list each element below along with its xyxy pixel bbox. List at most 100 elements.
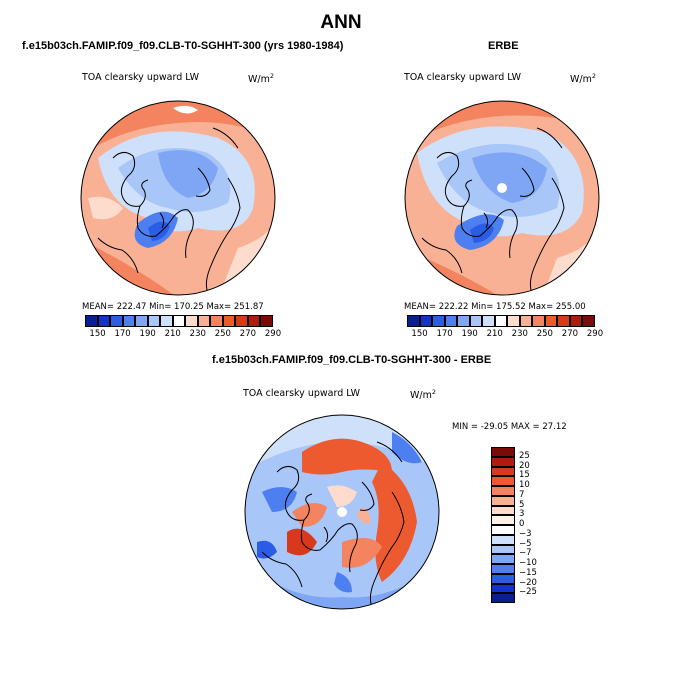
panel2-colorbar-tick-label: 290 [586, 329, 604, 339]
panel1-var-title: TOA clearsky upward LW [82, 72, 200, 83]
panel1-colorbar-tick-label: 250 [214, 329, 231, 339]
diff-colorbar-box [491, 495, 515, 506]
panel1-colorbar-tick-label: 150 [89, 329, 106, 339]
panel1-colorbar-box [210, 315, 223, 327]
diff-colorbar-tick-label: 10 [519, 480, 530, 490]
diff-units: W/m2 [410, 388, 436, 402]
pole-marker [497, 183, 507, 193]
diff-colorbar-box [491, 447, 515, 457]
panel2-colorbar-box [557, 315, 570, 327]
diff-colorbar-tick-label: 20 [519, 460, 530, 471]
diff-colorbar-box [491, 515, 515, 525]
diff-colorbar-tick-label: 7 [519, 489, 525, 500]
panel1-colorbar-box [122, 315, 136, 327]
panel2-colorbar-box [494, 315, 508, 327]
panel2-case-title: ERBE [488, 40, 519, 52]
panel1-colorbar-box [247, 315, 261, 327]
figure-title: ANN [320, 12, 362, 33]
panel1-colorbar-tick-label: 270 [239, 329, 257, 339]
panel2-colorbar-box [432, 315, 445, 327]
diff-colorbar-tick-label: −20 [519, 577, 537, 588]
panel1-colorbar-box [197, 315, 211, 327]
diff-colorbar-tick-label: −25 [519, 587, 537, 598]
diff-colorbar [491, 447, 515, 603]
diff-colorbar-tick-label: 15 [519, 470, 530, 481]
diff-colorbar-box [491, 544, 515, 555]
diff-colorbar-tick-label: 25 [519, 450, 530, 461]
diff-colorbar-box [491, 456, 515, 467]
panel1-colorbar-box [235, 315, 248, 327]
diff-colorbar-tick-label: −7 [519, 548, 532, 559]
panel1-colorbar-box [222, 315, 236, 327]
diff-colorbar-box [491, 466, 515, 477]
panel1-colorbar-box [110, 315, 123, 327]
diff-colorbar-box [491, 564, 515, 574]
diff-stats: MIN = -29.05 MAX = 27.12 [452, 422, 567, 432]
diff-colorbar-box [491, 593, 515, 603]
diff-colorbar-tick-label: −3 [519, 528, 532, 539]
panel2-colorbar-box [482, 315, 495, 327]
panel1-colorbar [85, 315, 273, 327]
panel1-colorbar-box [147, 315, 161, 327]
diff-colorbar-box [491, 525, 515, 535]
diff-case-title: f.e15b03ch.FAMIP.f09_f09.CLB-T0-SGHHT-30… [212, 354, 492, 366]
diff-colorbar-tick-label: 5 [519, 499, 525, 510]
diff-colorbar-tick-label: 0 [519, 519, 525, 529]
panel2-colorbar-box [469, 315, 483, 327]
diff-var-title: TOA clearsky upward LW [243, 388, 361, 399]
diff-colorbar-box [491, 554, 515, 564]
panel1-colorbar-tick-label: 190 [139, 329, 156, 339]
diff-colorbar-box [491, 583, 515, 594]
panel2-colorbar-box [407, 315, 420, 327]
panel1-case-title: f.e15b03ch.FAMIP.f09_f09.CLB-T0-SGHHT-30… [22, 40, 344, 52]
panel1-colorbar-box [260, 315, 273, 327]
panel2-colorbar-box [457, 315, 470, 327]
panel2-colorbar-box [569, 315, 583, 327]
panel2-colorbar-tick-label: 170 [436, 329, 453, 339]
diff-colorbar-box [491, 476, 515, 486]
panel2-colorbar-box [582, 315, 595, 327]
panel1-colorbar-box [85, 315, 98, 327]
diff-colorbar-box [491, 486, 515, 496]
panel1-colorbar-box [97, 315, 111, 327]
panel1-units: W/m2 [248, 72, 274, 86]
panel1-colorbar-box [135, 315, 148, 327]
diff-polar-map [244, 414, 440, 610]
panel1-colorbar-tick-label: 170 [114, 329, 131, 339]
panel2-var-title: TOA clearsky upward LW [404, 72, 522, 83]
diff-colorbar-labels: 25 20 15 10 7 5 3 0 −3 −5 −7 −10 −15 −20 −25 [519, 447, 559, 603]
panel2-colorbar-labels: 150 170 190 210 230 250 270 290 [407, 329, 603, 341]
panel1-colorbar-labels: 150 170 190 210 230 250 270 290 [85, 329, 281, 341]
panel2-colorbar-box [444, 315, 458, 327]
diff-colorbar-box [491, 534, 515, 545]
panel1-stats: MEAN= 222.47 Min= 170.25 Max= 251.87 [82, 302, 264, 312]
panel2-colorbar-box [532, 315, 545, 327]
pole-marker [337, 507, 347, 517]
panel2-units: W/m2 [570, 72, 596, 86]
panel2-colorbar-tick-label: 270 [561, 329, 579, 339]
panel2-colorbar-tick-label: 190 [461, 329, 478, 339]
panel2-colorbar [407, 315, 595, 327]
panel1-polar-map [80, 100, 276, 296]
panel2-colorbar-tick-label: 150 [411, 329, 428, 339]
panel2-colorbar-tick-label: 250 [536, 329, 553, 339]
panel2-colorbar-box [419, 315, 433, 327]
panel1-colorbar-tick-label: 290 [264, 329, 282, 339]
panel2-polar-map [404, 100, 600, 296]
diff-colorbar-tick-label: −10 [519, 558, 537, 568]
panel1-colorbar-box [172, 315, 186, 327]
panel2-colorbar-tick-label: 230 [511, 329, 528, 339]
panel1-colorbar-tick-label: 210 [164, 329, 181, 339]
diff-colorbar-tick-label: −5 [519, 538, 532, 549]
panel1-colorbar-box [185, 315, 198, 327]
panel2-colorbar-box [544, 315, 558, 327]
panel2-colorbar-box [519, 315, 533, 327]
diff-colorbar-tick-label: 3 [519, 509, 525, 520]
panel1-colorbar-tick-label: 230 [189, 329, 206, 339]
diff-colorbar-box [491, 573, 515, 584]
panel2-colorbar-tick-label: 210 [486, 329, 503, 339]
panel1-colorbar-box [160, 315, 173, 327]
diff-colorbar-tick-label: −15 [519, 567, 537, 578]
diff-colorbar-box [491, 505, 515, 516]
panel2-colorbar-box [507, 315, 520, 327]
